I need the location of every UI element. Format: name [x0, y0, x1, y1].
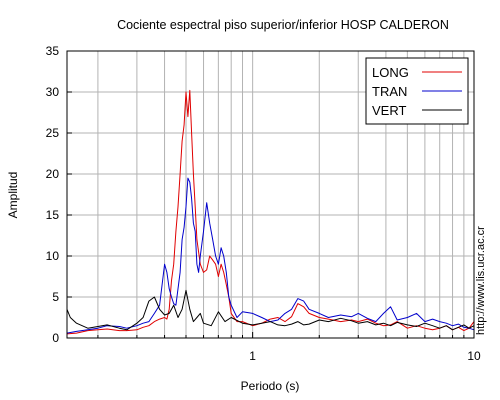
y-tick-label: 10 — [46, 249, 60, 263]
source-url: http://www.lis.ucr.ac.cr — [475, 226, 487, 335]
legend-label-tran: TRAN — [372, 84, 407, 99]
x-tick-label: 10 — [467, 349, 481, 363]
y-tick-label: 35 — [46, 44, 60, 58]
y-tick-label: 15 — [46, 208, 60, 222]
x-axis-label: Periodo (s) — [241, 379, 300, 393]
legend-label-vert: VERT — [372, 103, 406, 118]
x-tick-label: 1 — [249, 349, 256, 363]
series-line-vert — [66, 289, 475, 331]
legend: LONG TRAN VERT — [365, 57, 469, 125]
y-tick-label: 25 — [46, 126, 60, 140]
plot-frame — [66, 50, 475, 339]
series-line-tran — [66, 177, 475, 334]
y-tick-label: 20 — [46, 167, 60, 181]
y-axis-label: Amplitud — [6, 172, 20, 219]
chart-title: Cociente espectral piso superior/inferio… — [117, 18, 449, 32]
legend-box — [365, 57, 469, 125]
series-lines — [66, 89, 475, 335]
axes: 0 5 10 15 20 25 30 35 1 10 — [46, 44, 481, 363]
y-tick-label: 0 — [52, 331, 59, 345]
y-tick-label: 5 — [52, 290, 59, 304]
y-tick-label: 30 — [46, 85, 60, 99]
legend-label-long: LONG — [372, 65, 409, 80]
